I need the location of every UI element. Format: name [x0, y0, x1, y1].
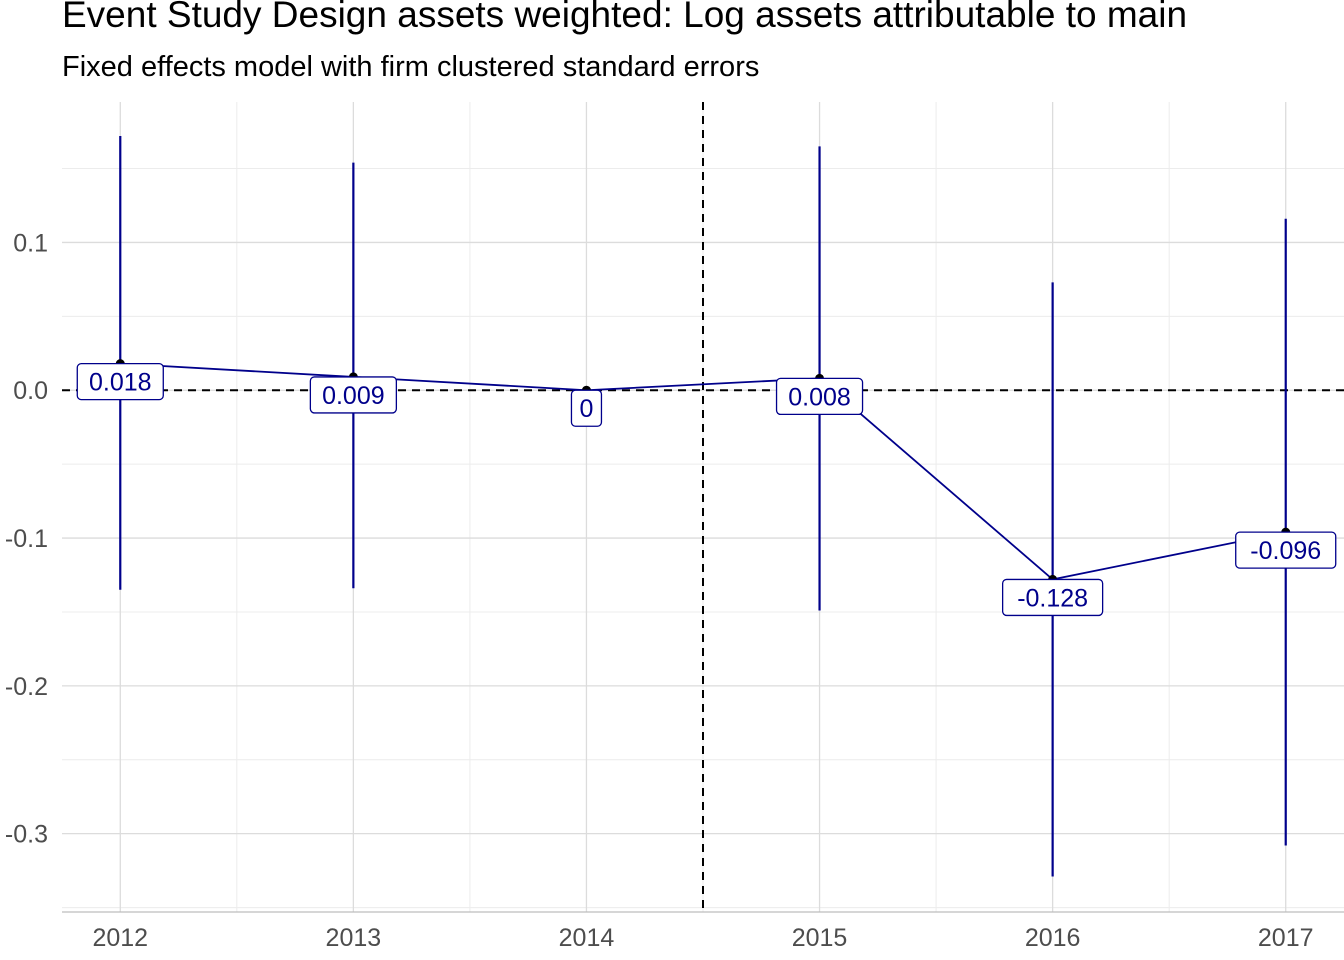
y-tick-label: -0.3 [5, 821, 48, 849]
data-label: 0.009 [322, 382, 385, 410]
data-label-box [1235, 531, 1337, 569]
data-label: 0.008 [788, 383, 851, 411]
x-tick-label: 2014 [559, 924, 615, 952]
data-label-box [775, 377, 864, 416]
x-tick-label: 2017 [1258, 924, 1314, 952]
y-tick-label: 0.1 [13, 229, 48, 257]
data-label-box [309, 376, 398, 414]
y-tick-label: 0.0 [13, 377, 48, 405]
data-label-box [76, 362, 164, 401]
y-tick-label: -0.2 [5, 673, 48, 701]
chart-title: Event Study Design assets weighted: Log … [62, 0, 1188, 35]
data-label: -0.096 [1250, 537, 1321, 565]
series-line [120, 362, 1286, 581]
data-label-box [1001, 578, 1104, 617]
x-tick-label: 2016 [1025, 924, 1081, 952]
data-label-box [570, 389, 603, 427]
y-tick-label: -0.1 [5, 525, 48, 553]
x-tick-label: 2013 [326, 924, 382, 952]
x-tick-label: 2012 [92, 924, 148, 952]
x-tick-label: 2015 [792, 924, 848, 952]
data-label: 0 [580, 395, 594, 423]
data-label: -0.128 [1017, 584, 1088, 612]
chart-subtitle: Fixed effects model with firm clustered … [62, 51, 760, 83]
data-label: 0.018 [89, 369, 152, 397]
